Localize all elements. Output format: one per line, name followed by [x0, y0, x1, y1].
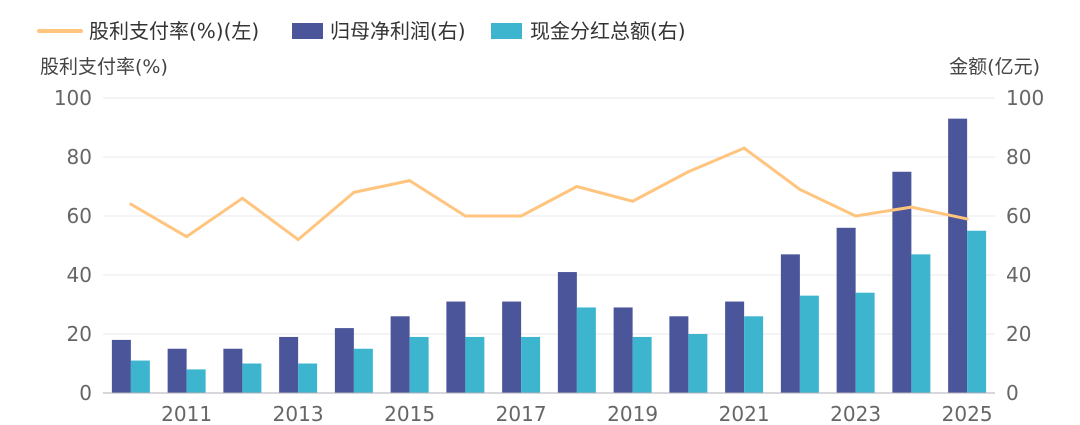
- bar-net-profit-2022: [780, 254, 800, 393]
- payout-point-2025: [965, 217, 969, 221]
- payout-point-2022: [798, 187, 802, 191]
- bar-net-profit-2017: [502, 301, 522, 393]
- bar-net-profit-2013: [279, 336, 299, 393]
- payout-point-2010: [129, 202, 133, 206]
- bar-net-profit-2018: [557, 272, 577, 393]
- payout-point-2018: [575, 185, 579, 188]
- bar-net-profit-2021: [725, 301, 745, 393]
- legend-label-cash-dividend: 现金分红总额(右): [530, 19, 686, 43]
- bar-cash-dividend-2012: [242, 363, 262, 393]
- right-axis-ticks: 0 20 40 60 80 100: [1006, 86, 1044, 405]
- gridlines: [103, 97, 995, 335]
- bar-cash-dividend-2017: [521, 336, 541, 393]
- bar-cash-dividend-2013: [298, 363, 318, 393]
- right-axis-title: 金额(亿元): [949, 56, 1040, 78]
- x-tick-label-2017: 2017: [496, 402, 547, 425]
- bar-cash-dividend-2021: [744, 316, 764, 393]
- bar-cash-dividend-2015: [409, 336, 429, 393]
- right-tick-label-80: 80: [1006, 145, 1031, 169]
- left-tick-label-100: 100: [54, 86, 92, 110]
- payout-point-2017: [519, 214, 523, 218]
- bar-net-profit-2024: [892, 171, 912, 393]
- bar-cash-dividend-2020: [688, 334, 708, 393]
- bar-net-profit-2025: [948, 118, 968, 394]
- legend: 股利支付率(%)(左) 归母净利润(右) 现金分红总额(右): [37, 19, 686, 43]
- bar-cash-dividend-2010: [130, 360, 150, 393]
- right-tick-label-100: 100: [1006, 86, 1044, 110]
- left-tick-label-60: 60: [67, 204, 92, 228]
- legend-swatch-cash-dividend: [491, 23, 522, 39]
- bar-cash-dividend-2018: [576, 307, 596, 393]
- x-tick-label-2025: 2025: [942, 402, 993, 425]
- bar-cash-dividend-2011: [186, 369, 206, 393]
- x-tick-label-2019: 2019: [607, 402, 658, 425]
- right-tick-label-0: 0: [1006, 381, 1019, 405]
- payout-point-2014: [352, 190, 356, 194]
- x-axis-ticks: 2011 2013 2015 2017 2019 2021 2023 2025: [161, 402, 992, 425]
- x-tick-label-2015: 2015: [384, 402, 435, 425]
- bar-net-profit-2020: [669, 316, 689, 393]
- right-tick-label-40: 40: [1006, 263, 1031, 287]
- payout-ratio-line: [129, 146, 969, 242]
- bar-cash-dividend-2024: [911, 254, 931, 393]
- payout-point-2019: [631, 199, 635, 203]
- legend-swatch-net-profit: [292, 23, 323, 39]
- bar-net-profit-2010: [111, 339, 131, 393]
- payout-point-2016: [463, 214, 467, 218]
- legend-label-payout-ratio: 股利支付率(%)(左): [89, 19, 259, 43]
- legend-label-net-profit: 归母净利润(右): [330, 19, 466, 43]
- payout-point-2024: [909, 205, 913, 209]
- x-tick-label-2013: 2013: [273, 402, 324, 425]
- right-tick-label-60: 60: [1006, 204, 1031, 228]
- payout-point-2015: [408, 179, 412, 183]
- bar-net-profit-2011: [167, 348, 187, 393]
- payout-point-2023: [854, 214, 858, 218]
- bar-cash-dividend-2022: [799, 295, 819, 393]
- bar-cash-dividend-2019: [632, 336, 652, 393]
- payout-point-2012: [240, 196, 244, 200]
- bar-cash-dividend-2016: [465, 336, 485, 393]
- payout-point-2011: [185, 235, 189, 239]
- bar-net-profit-2015: [390, 316, 410, 393]
- bar-net-profit-2014: [334, 328, 354, 393]
- bar-cash-dividend-2014: [353, 348, 373, 393]
- bar-net-profit-2016: [446, 301, 466, 393]
- bar-net-profit-2023: [836, 227, 856, 393]
- right-tick-label-20: 20: [1006, 322, 1031, 346]
- payout-point-2020: [686, 170, 690, 174]
- left-tick-label-40: 40: [67, 263, 92, 287]
- left-axis-title: 股利支付率(%): [40, 56, 168, 78]
- x-tick-label-2021: 2021: [719, 402, 770, 425]
- bars: [111, 118, 987, 394]
- left-axis-ticks: 0 20 40 60 80 100: [54, 86, 92, 405]
- payout-point-2021: [742, 146, 746, 150]
- left-tick-label-0: 0: [79, 381, 92, 405]
- bar-net-profit-2019: [613, 307, 633, 393]
- left-tick-label-80: 80: [67, 145, 92, 169]
- payout-line-layer: [129, 146, 969, 242]
- bar-cash-dividend-2023: [855, 292, 875, 393]
- x-tick-label-2011: 2011: [161, 402, 212, 425]
- bar-net-profit-2012: [223, 348, 243, 393]
- left-tick-label-20: 20: [67, 322, 92, 346]
- bar-cash-dividend-2025: [967, 230, 987, 393]
- payout-point-2013: [296, 238, 300, 242]
- x-tick-label-2023: 2023: [830, 402, 881, 425]
